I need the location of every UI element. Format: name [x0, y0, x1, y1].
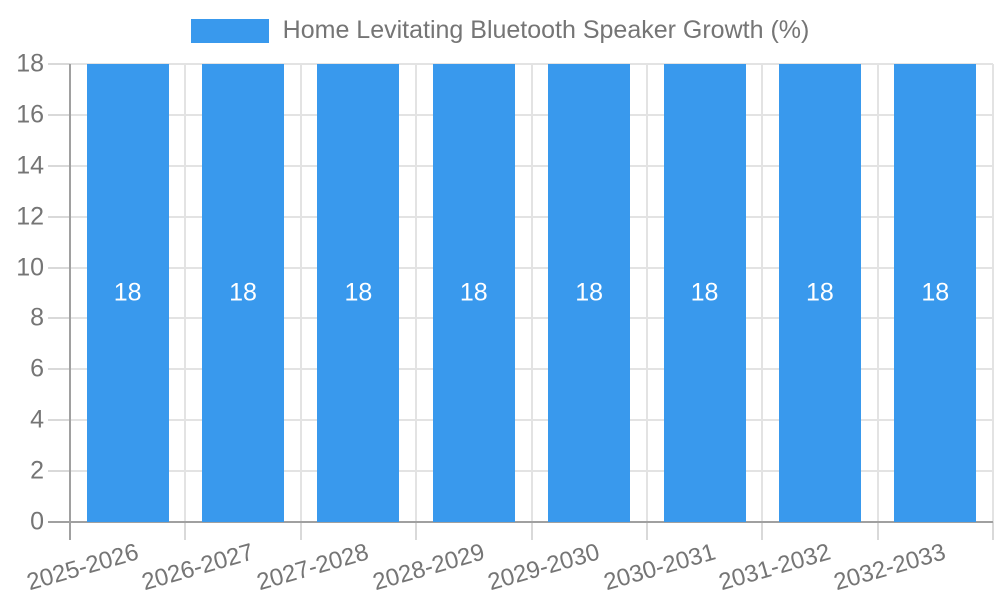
bar-value-label: 18: [575, 278, 604, 307]
y-tick-label: 10: [16, 253, 44, 282]
x-axis-tick: [184, 522, 187, 540]
x-axis-tick: [299, 522, 302, 540]
y-axis-tick: [48, 113, 70, 116]
x-gridline: [415, 64, 418, 522]
y-tick-label: 2: [30, 456, 44, 485]
legend-label: Home Levitating Bluetooth Speaker Growth…: [282, 16, 810, 44]
x-gridline: [645, 64, 648, 522]
y-tick-label: 4: [30, 405, 44, 434]
y-axis-tick: [48, 368, 70, 371]
legend-swatch-icon: [190, 18, 269, 43]
y-axis-tick: [48, 215, 70, 218]
y-tick-label: 8: [30, 303, 44, 332]
bar[interactable]: [663, 64, 746, 522]
x-axis-tick: [761, 522, 764, 540]
y-axis-tick: [48, 470, 70, 473]
y-tick-label: 16: [16, 100, 44, 129]
y-tick-label: 0: [30, 507, 44, 536]
y-tick-label: 12: [16, 202, 44, 231]
bar-value-label: 18: [459, 278, 488, 307]
y-axis-tick: [48, 63, 70, 65]
bar-value-label: 18: [113, 278, 142, 307]
bar[interactable]: [432, 64, 515, 522]
x-gridline: [876, 64, 879, 522]
x-axis-tick: [415, 522, 418, 540]
y-axis-tick: [48, 419, 70, 422]
x-axis-tick: [992, 522, 994, 540]
bar-value-label: 18: [690, 278, 719, 307]
bar[interactable]: [86, 64, 169, 522]
chart-legend[interactable]: Home Levitating Bluetooth Speaker Growth…: [0, 16, 1000, 45]
x-gridline: [299, 64, 302, 522]
bar[interactable]: [894, 64, 977, 522]
x-axis-tick: [876, 522, 879, 540]
bar-value-label: 18: [344, 278, 373, 307]
bar[interactable]: [202, 64, 285, 522]
y-axis-tick: [48, 164, 70, 167]
y-axis-line: [69, 64, 71, 540]
bar-value-label: 18: [921, 278, 950, 307]
bar[interactable]: [778, 64, 861, 522]
bar-value-label: 18: [229, 278, 257, 307]
x-axis-tick: [645, 522, 648, 540]
y-axis-tick: [48, 266, 70, 269]
bar[interactable]: [317, 64, 400, 522]
x-gridline: [992, 64, 994, 522]
bar[interactable]: [548, 64, 631, 522]
y-tick-label: 18: [16, 49, 44, 78]
bar-value-label: 18: [806, 278, 834, 307]
x-gridline: [184, 64, 187, 522]
x-axis-tick: [530, 522, 533, 540]
x-gridline: [761, 64, 764, 522]
y-axis-tick: [48, 317, 70, 320]
x-axis-line: [48, 521, 993, 523]
y-tick-label: 6: [30, 354, 44, 383]
y-tick-label: 14: [16, 151, 44, 180]
x-gridline: [530, 64, 533, 522]
